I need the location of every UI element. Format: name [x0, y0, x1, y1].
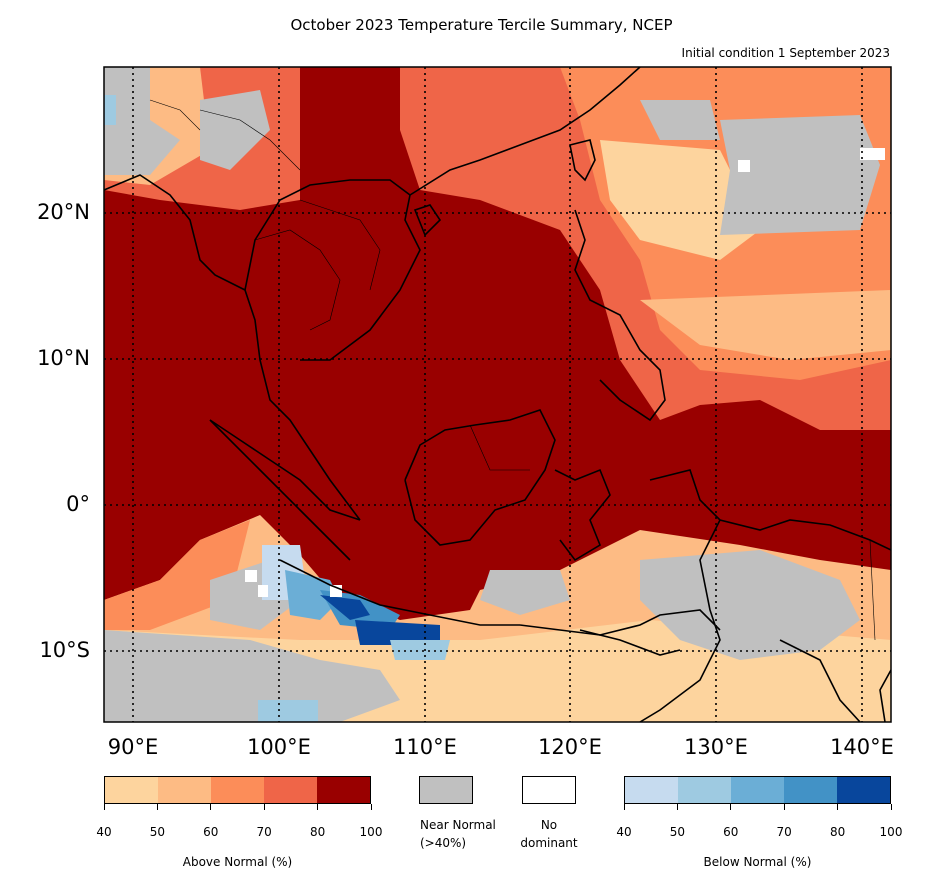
below-normal-swatch-3 — [784, 777, 837, 803]
lat-label-20n: 20°N — [37, 200, 90, 224]
above-normal-tick-label: 50 — [149, 825, 166, 839]
below-normal-tick-label: 70 — [776, 825, 792, 839]
below-normal-swatch-2 — [731, 777, 784, 803]
above-normal-swatch-3 — [264, 777, 317, 803]
above-normal-tick-label: 80 — [309, 825, 326, 839]
near-normal-region — [104, 630, 400, 722]
below-normal-tick-label: 50 — [669, 825, 686, 839]
below-normal-swatch-1 — [678, 777, 731, 803]
above-normal-swatch-1 — [158, 777, 211, 803]
above-normal-tick-label: 70 — [256, 825, 272, 839]
below-normal-region — [320, 595, 370, 620]
no-dominant-caption-line2: dominant — [520, 836, 578, 850]
below-normal-tickmark — [890, 804, 892, 810]
below-normal-tick-label: 60 — [723, 825, 739, 839]
below-normal-tickmark — [730, 804, 732, 810]
near-normal-caption-line1: Near Normal — [420, 818, 496, 832]
below-normal-region — [390, 640, 450, 660]
no-dominant-caption: No dominant — [509, 816, 589, 852]
above-normal-caption: Above Normal (%) — [182, 855, 293, 869]
near-normal-region — [720, 115, 880, 235]
lat-label-10s: 10°S — [39, 638, 90, 662]
lon-label-140e: 140°E — [830, 735, 894, 759]
country-borders — [149, 99, 876, 641]
near-normal-caption: Near Normal (>40%) — [410, 816, 530, 852]
below-normal-tick-label: 100 — [879, 825, 903, 839]
below-normal-tickmark — [623, 804, 625, 810]
above-normal-swatch-4 — [317, 777, 370, 803]
near-normal-caption-line2: (>40%) — [420, 836, 467, 850]
above-normal-tick-label: 100 — [359, 825, 383, 839]
above-normal-tick-label: 60 — [203, 825, 219, 839]
lon-label-120e: 120°E — [538, 735, 602, 759]
no-dominant-swatch — [522, 776, 576, 804]
below-normal-caption: Below Normal (%) — [703, 855, 812, 869]
lat-label-10n: 10°N — [37, 346, 90, 370]
below-normal-tick-label: 80 — [829, 825, 846, 839]
below-normal-region — [355, 620, 440, 645]
above-normal-tickmark — [263, 804, 265, 810]
above-normal-region — [640, 290, 891, 360]
near-normal-region — [480, 570, 570, 615]
below-normal-tickmark — [783, 804, 785, 810]
lat-label-0: 0° — [66, 492, 90, 516]
near-normal-swatch — [419, 776, 473, 804]
above-normal-tickmark — [370, 804, 372, 810]
above-normal-tickmark — [210, 804, 212, 810]
below-normal-cell — [258, 700, 318, 722]
lon-label-110e: 110°E — [393, 735, 457, 759]
no-dominant-cell — [258, 585, 268, 597]
above-normal-colorbar — [104, 776, 371, 804]
near-normal-region — [200, 90, 270, 170]
above-normal-tickmark — [103, 804, 105, 810]
map-title: October 2023 Temperature Tercile Summary… — [290, 16, 673, 34]
below-normal-cell — [104, 95, 116, 125]
map-frame — [103, 66, 892, 723]
above-normal-swatch-0 — [105, 777, 158, 803]
above-normal-region — [600, 140, 760, 260]
no-dominant-cell — [245, 570, 257, 582]
no-dominant-caption-line1: No — [540, 818, 558, 832]
above-normal-tickmark — [317, 804, 319, 810]
near-normal-region — [640, 550, 860, 660]
above-normal-tick-label: 40 — [96, 825, 112, 839]
below-normal-tickmark — [676, 804, 678, 810]
no-dominant-cell — [738, 160, 750, 172]
below-normal-swatch-4 — [837, 777, 890, 803]
below-normal-tickmark — [837, 804, 839, 810]
lon-label-90e: 90°E — [107, 735, 159, 759]
lon-label-100e: 100°E — [247, 735, 311, 759]
near-normal-region — [104, 67, 180, 175]
near-normal-region — [640, 100, 720, 140]
above-normal-tickmark — [156, 804, 158, 810]
lon-label-130e: 130°E — [684, 735, 748, 759]
below-normal-colorbar — [624, 776, 891, 804]
above-normal-swatch-2 — [211, 777, 264, 803]
gridlines — [104, 67, 891, 722]
map-subtitle: Initial condition 1 September 2023 — [681, 46, 890, 60]
below-normal-swatch-0 — [625, 777, 678, 803]
no-dominant-cell — [860, 148, 885, 160]
above-normal-region — [300, 67, 400, 140]
below-normal-tick-label: 40 — [616, 825, 632, 839]
